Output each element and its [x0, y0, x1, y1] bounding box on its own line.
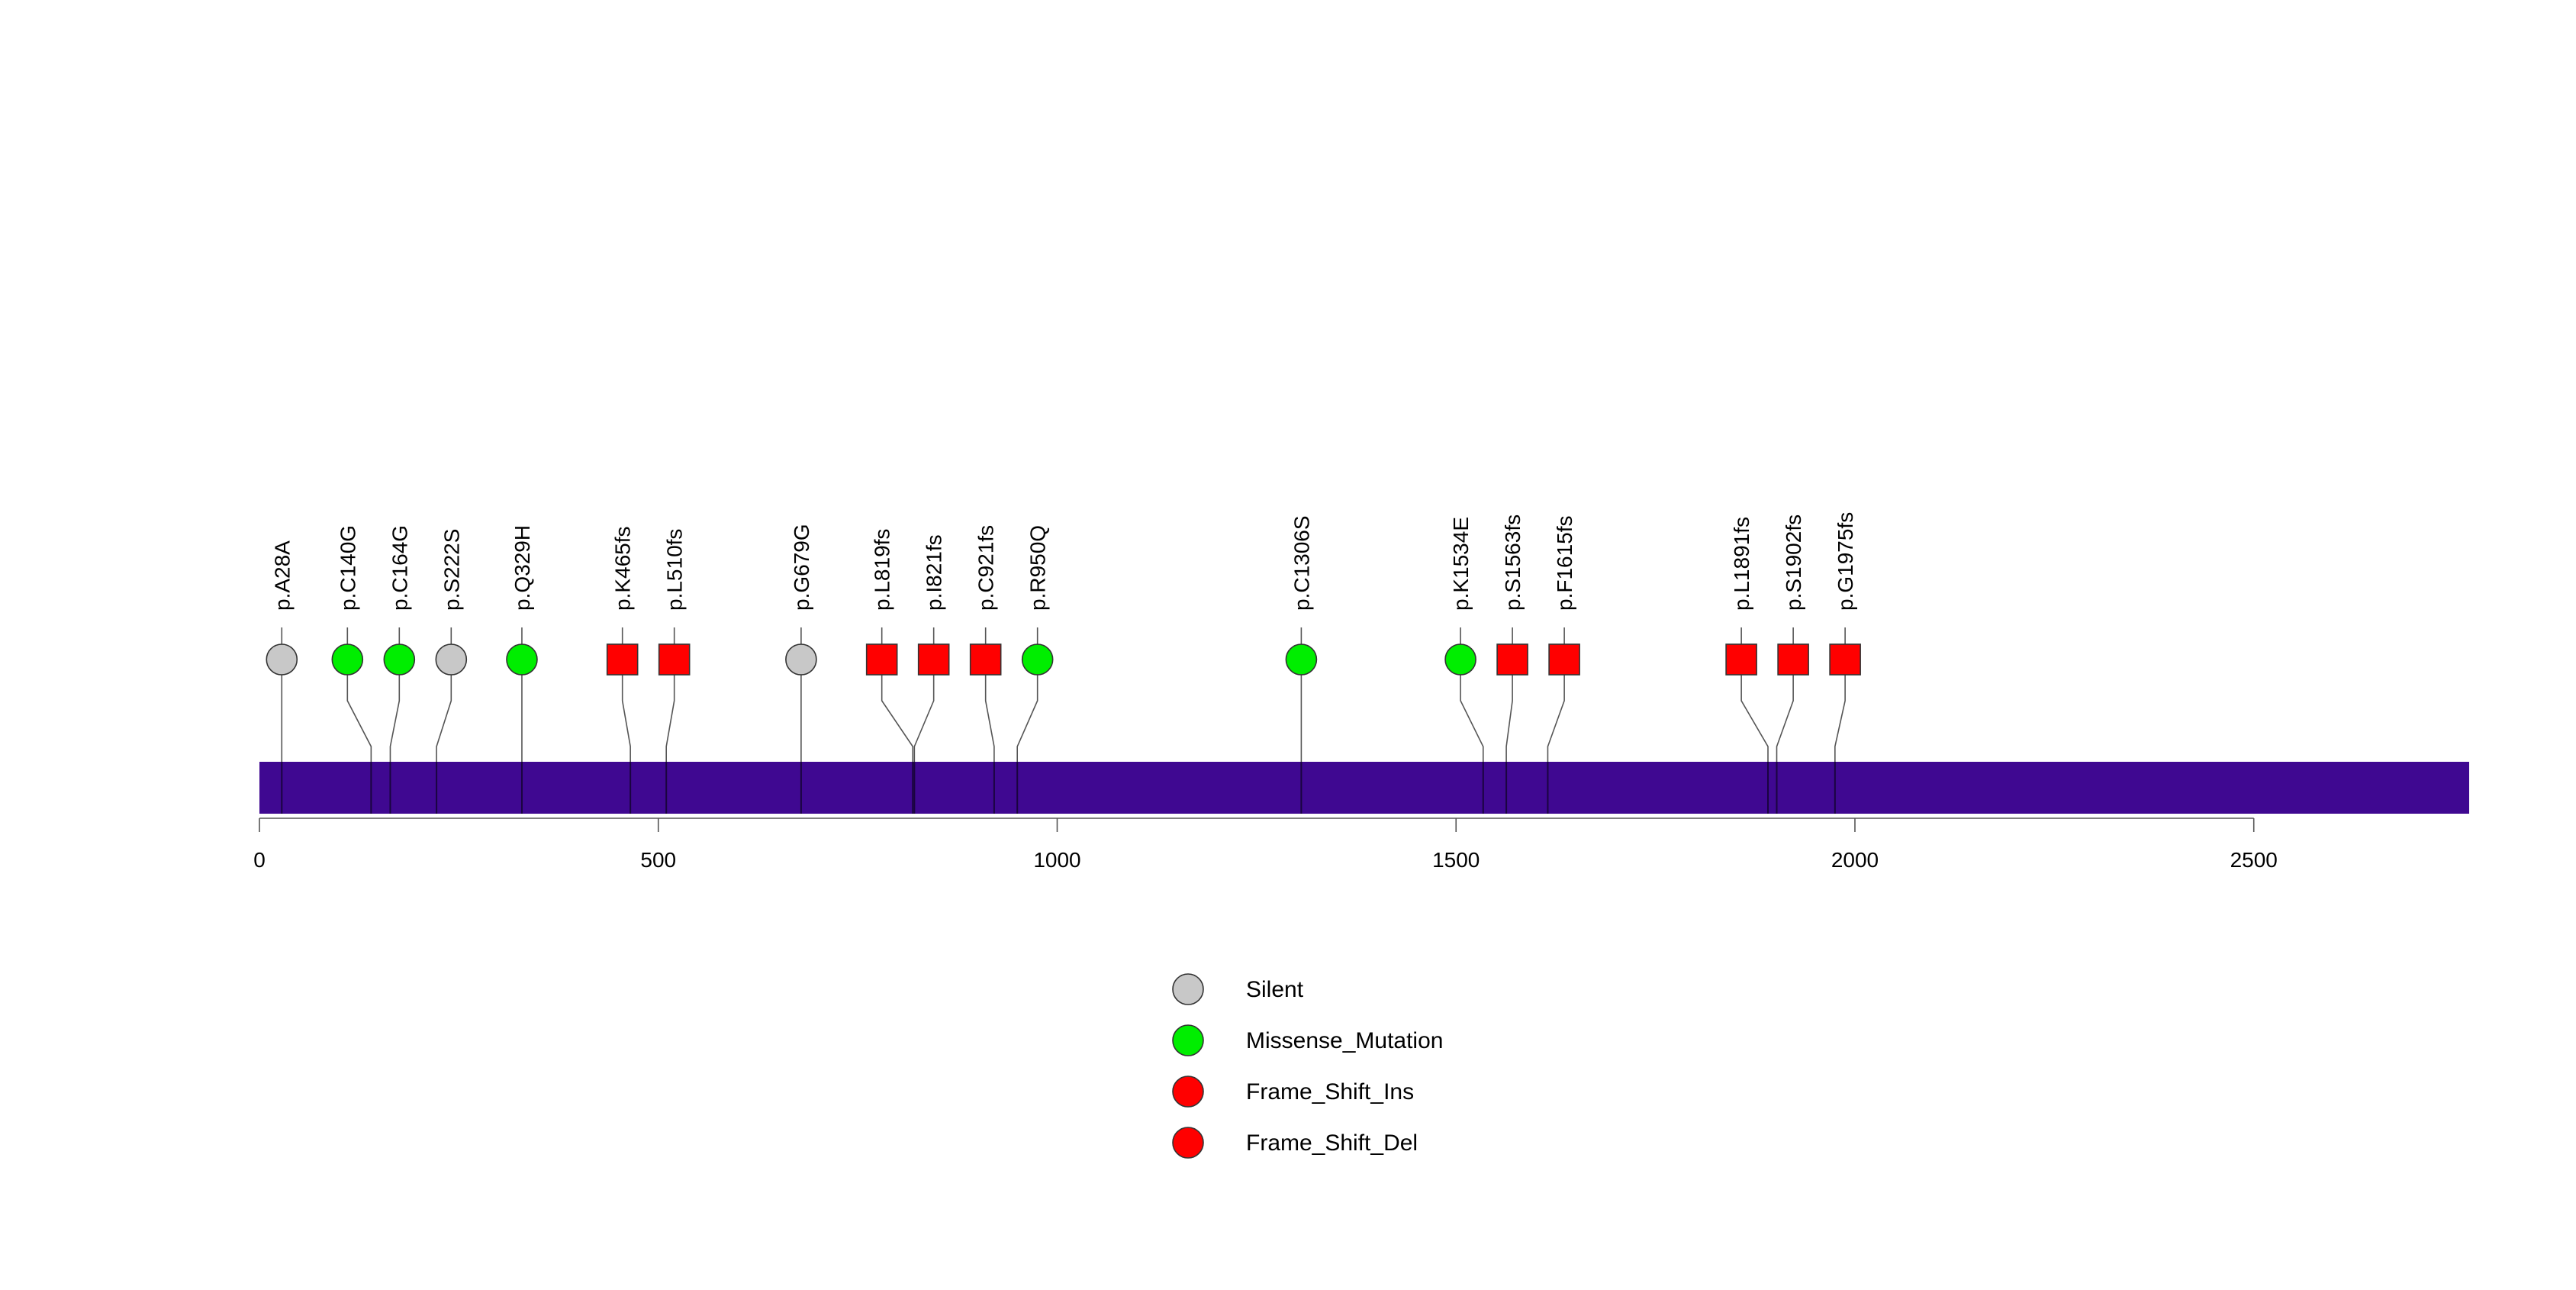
- mutation-label: p.C140G: [336, 525, 359, 611]
- mutation-square: [1829, 643, 1861, 676]
- position-marks: [281, 762, 1836, 814]
- x-axis: 0 500 1000 1500 2000 2500: [253, 818, 2278, 872]
- mutation-circle: [435, 643, 468, 676]
- legend-swatch: [1172, 1076, 1204, 1108]
- mutation-square: [1496, 643, 1528, 676]
- mutation-label: p.S222S: [440, 529, 463, 611]
- mutation-circle: [785, 643, 817, 676]
- mutation-circle: [383, 643, 416, 676]
- mutation-circle: [1285, 643, 1318, 676]
- mutation-square: [1777, 643, 1809, 676]
- legend-swatch: [1172, 1127, 1204, 1159]
- mutation-label: p.S1902fs: [1782, 514, 1805, 611]
- mutation-square: [1548, 643, 1580, 676]
- mutation-label: p.K465fs: [611, 526, 635, 611]
- mutation-square: [658, 643, 691, 676]
- mutation-label: p.K1534E: [1449, 517, 1473, 611]
- mutation-label: p.I821fs: [923, 534, 946, 611]
- mutation-label: p.L510fs: [663, 529, 687, 611]
- mutation-circle: [1021, 643, 1054, 676]
- protein-bar: [259, 762, 2469, 814]
- mutation-label: p.L1891fs: [1730, 517, 1753, 611]
- mutation-label: p.G679G: [790, 524, 813, 611]
- legend-label: Silent: [1246, 977, 1304, 1002]
- mutation-labels: p.A28A p.C140G p.C164G p.S222S p.Q329H p.K465…: [270, 512, 1857, 611]
- mutation-square: [1725, 643, 1757, 676]
- mutation-circle: [331, 643, 364, 676]
- mutation-label: p.G1975fs: [1834, 512, 1857, 611]
- axis-tick-label: 0: [253, 848, 266, 872]
- mutation-square: [865, 643, 898, 676]
- axis-tick-label: 500: [640, 848, 676, 872]
- mutation-label: p.C921fs: [974, 525, 998, 611]
- mutation-label: p.F1615fs: [1553, 515, 1576, 611]
- legend-label: Missense_Mutation: [1246, 1028, 1443, 1053]
- mutation-label: p.Q329H: [510, 525, 534, 611]
- mutation-square: [969, 643, 1002, 676]
- axis-tick-label: 2500: [2230, 848, 2278, 872]
- mutation-circle: [266, 643, 298, 676]
- axis-tick-label: 1000: [1033, 848, 1080, 872]
- mutation-markers: [266, 643, 1861, 676]
- legend: Silent Missense_Mutation Frame_Shift_Ins Fr…: [1172, 973, 1443, 1159]
- axis-tick-label: 2000: [1831, 848, 1879, 872]
- mutation-square: [606, 643, 639, 676]
- mutation-label: p.A28A: [270, 540, 294, 611]
- mutation-label: p.L819fs: [871, 529, 894, 611]
- legend-swatch: [1172, 973, 1204, 1005]
- mutation-circle: [506, 643, 538, 676]
- mutation-square: [917, 643, 950, 676]
- mutation-label: p.R950Q: [1026, 525, 1050, 611]
- legend-swatch: [1172, 1024, 1204, 1056]
- mutation-label: p.S1563fs: [1501, 514, 1525, 611]
- legend-label: Frame_Shift_Ins: [1246, 1079, 1414, 1105]
- axis-tick-label: 1500: [1432, 848, 1480, 872]
- mutation-label: p.C164G: [388, 525, 411, 611]
- mutation-label: p.C1306S: [1290, 515, 1313, 611]
- mutation-circle: [1444, 643, 1476, 676]
- legend-label: Frame_Shift_Del: [1246, 1130, 1418, 1156]
